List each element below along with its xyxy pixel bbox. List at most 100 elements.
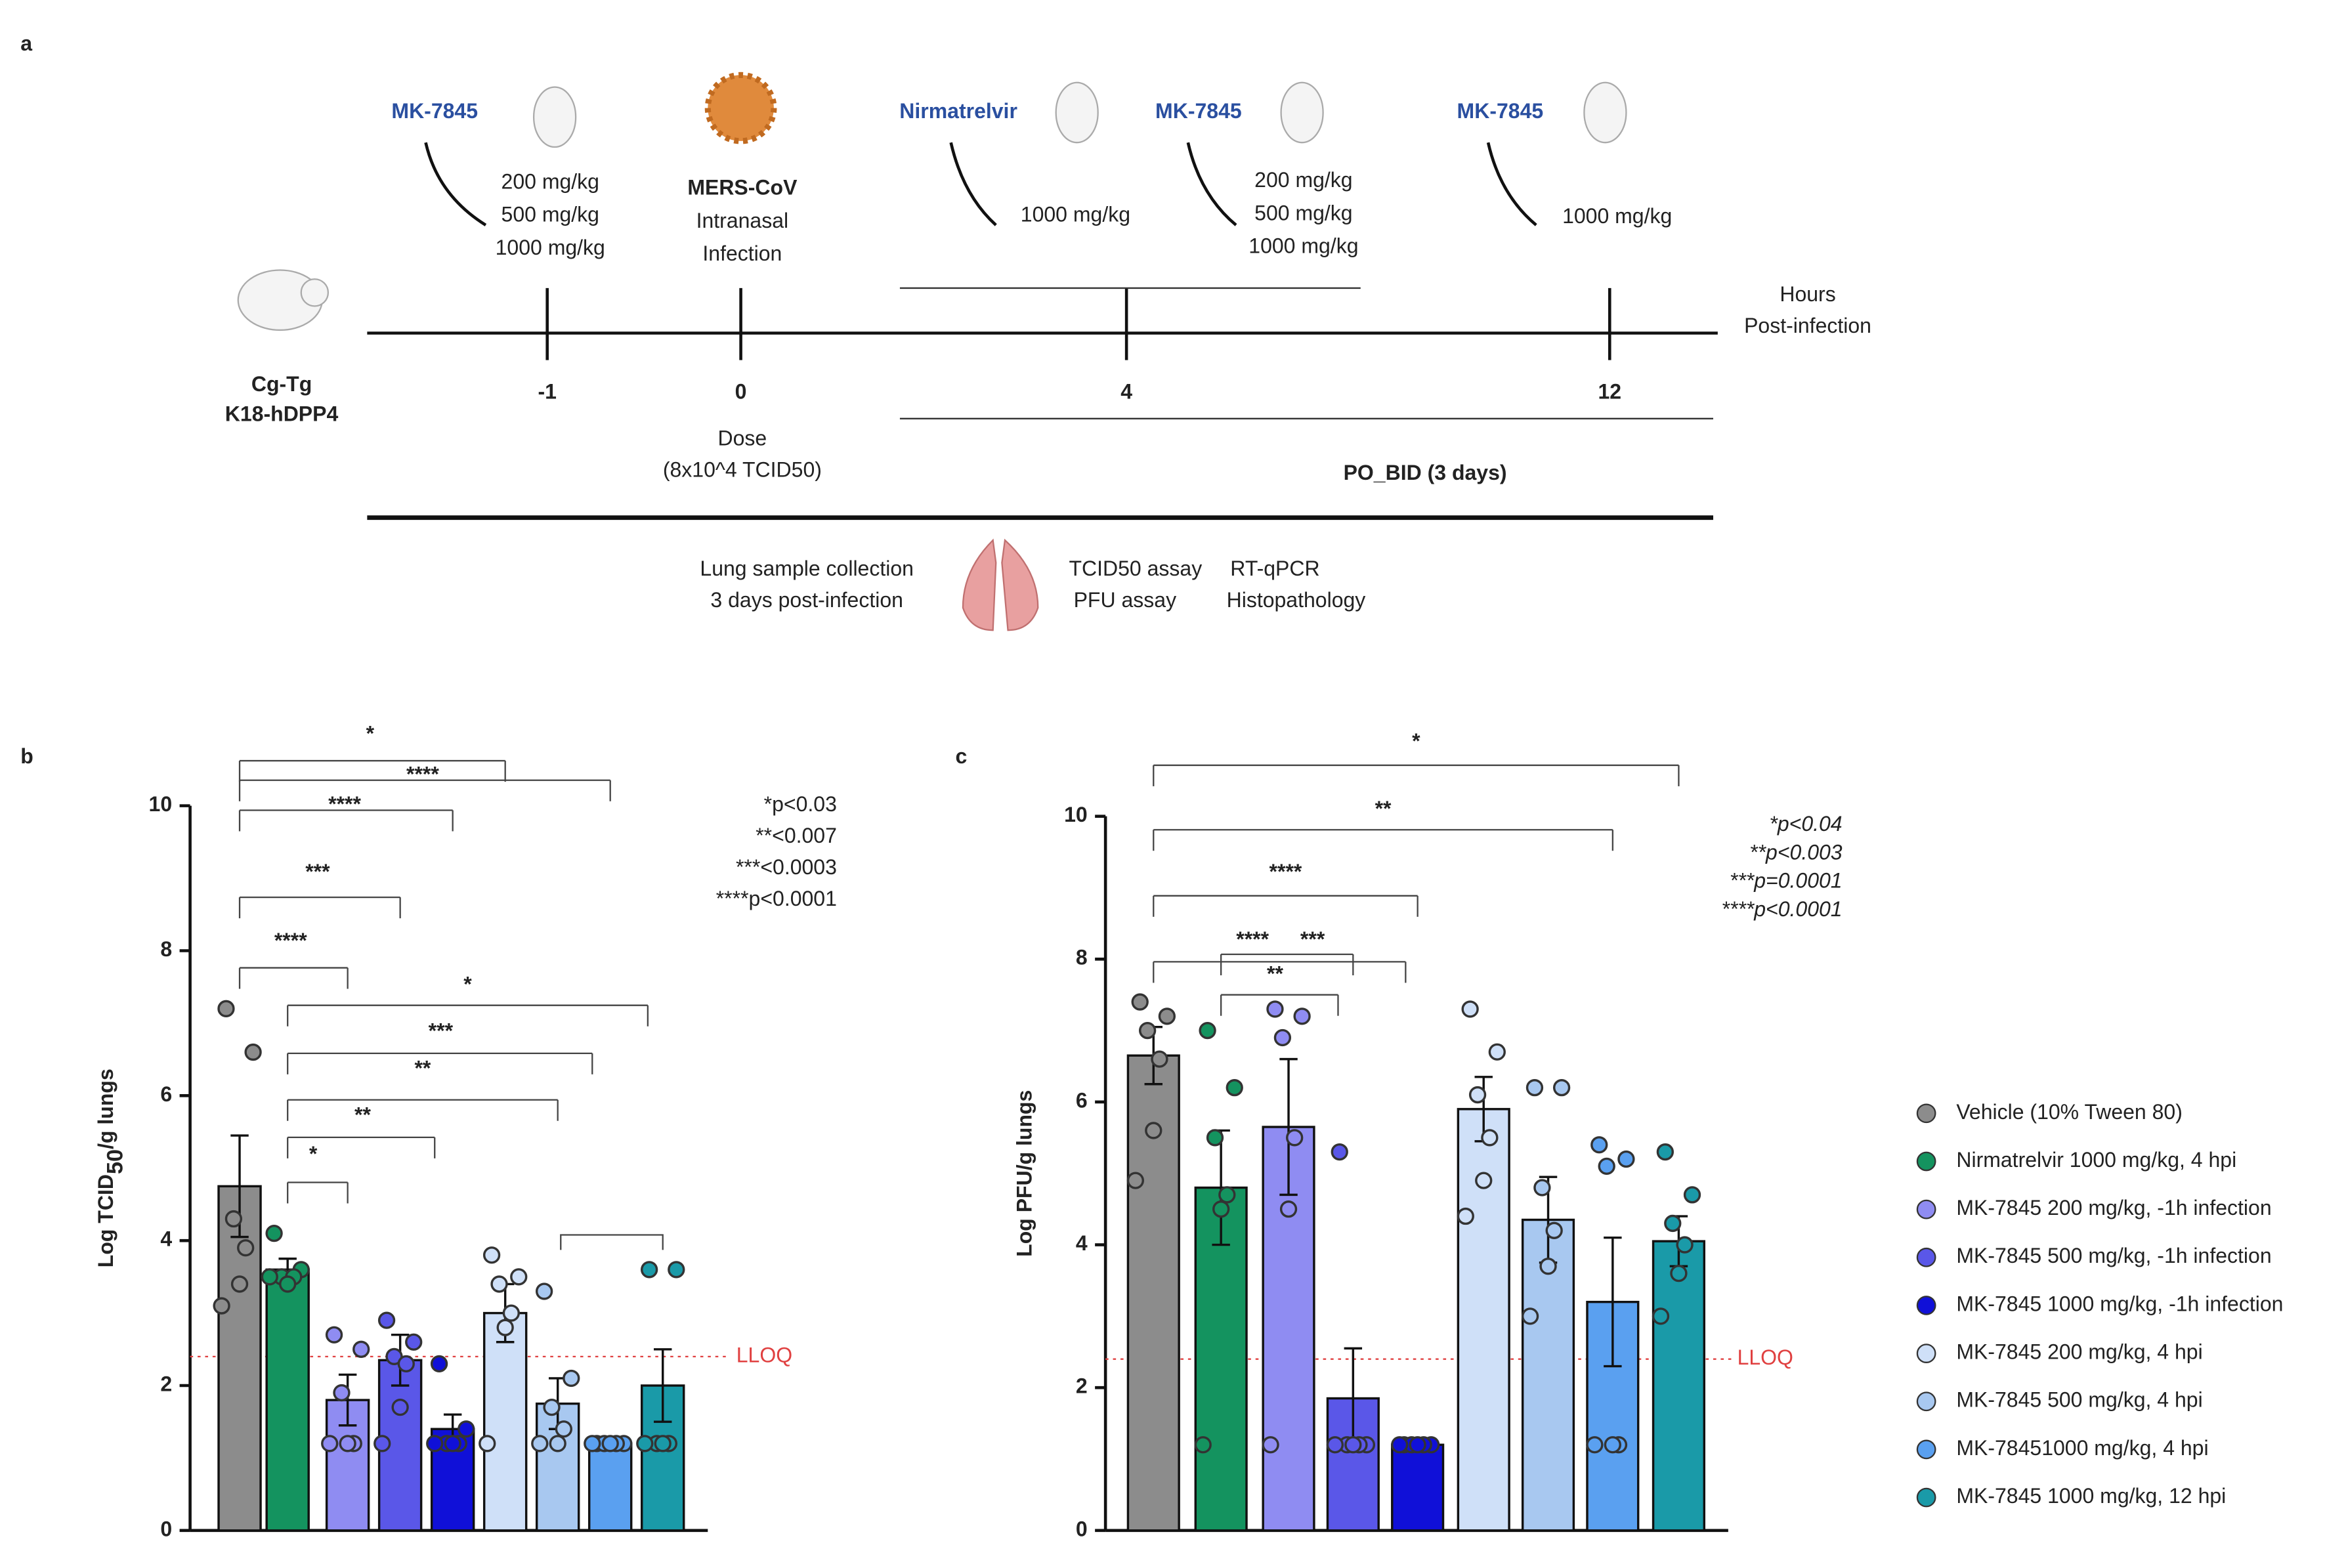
data-point [479, 1435, 496, 1452]
data-point [1218, 1186, 1236, 1204]
data-point [1468, 1086, 1487, 1104]
sig-label: ** [1375, 797, 1392, 820]
pvalue-key: ****p<0.0001 [1721, 897, 1842, 921]
sig-label: * [463, 972, 472, 996]
data-point [1533, 1179, 1551, 1197]
data-point [321, 1435, 339, 1452]
sig-label: *** [1300, 927, 1325, 951]
legend-label: MK-7845 1000 mg/kg, 12 hpi [1956, 1484, 2226, 1508]
label: PFU assay [1074, 588, 1176, 612]
data-point [1457, 1207, 1474, 1225]
pvalue-key: ***p=0.0001 [1730, 869, 1843, 893]
data-point [1226, 1079, 1243, 1097]
data-point [405, 1333, 423, 1351]
y-tick-label: 6 [1076, 1088, 1088, 1112]
lloq-label: LLOQ [1738, 1346, 1793, 1369]
data-point [458, 1420, 475, 1438]
sig-label: *** [429, 1019, 454, 1042]
pvalue-key: *p<0.03 [764, 792, 837, 816]
label: Dose [718, 426, 767, 450]
data-point [377, 1311, 396, 1329]
tick-label: -1 [538, 379, 556, 403]
label: 1000 mg/kg [1248, 234, 1358, 258]
data-point [279, 1275, 297, 1293]
sig-label: ** [354, 1103, 371, 1126]
data-point [654, 1435, 672, 1452]
data-point [1481, 1129, 1499, 1147]
bar [265, 1268, 310, 1532]
data-point [1138, 1021, 1157, 1040]
y-tick-label: 6 [160, 1082, 172, 1106]
data-point [535, 1282, 553, 1300]
data-point [444, 1435, 461, 1452]
label: RT-qPCR [1230, 557, 1319, 580]
data-point [1151, 1050, 1168, 1068]
legend-label: MK-7845 1000 mg/kg, -1h infection [1956, 1292, 2283, 1315]
y-tick-label: 8 [160, 937, 172, 961]
data-point [1670, 1264, 1688, 1282]
label: PO_BID (3 days) [1344, 461, 1507, 484]
y-label-part: 50 [103, 1149, 128, 1174]
data-point [237, 1239, 255, 1257]
label: 500 mg/kg [501, 203, 599, 226]
data-point [1206, 1129, 1224, 1147]
legend-swatch [1916, 1247, 1936, 1267]
label: MERS-CoV [687, 176, 798, 200]
sig-label: * [309, 1142, 318, 1166]
label: 1000 mg/kg [1021, 203, 1130, 226]
label: 200 mg/kg [501, 169, 599, 193]
data-point [265, 1224, 283, 1242]
sig-bracket [560, 1234, 664, 1250]
data-point [502, 1304, 520, 1322]
data-point [339, 1435, 356, 1452]
sig-label: * [1412, 729, 1420, 753]
label: Intranasal [696, 209, 789, 232]
virus-icon [704, 72, 777, 144]
data-point [555, 1420, 572, 1438]
panel-label: c [956, 744, 968, 768]
legend-swatch [1916, 1103, 1936, 1124]
label: Cg-Tg [251, 372, 312, 396]
sig-label: *** [305, 860, 330, 883]
bar [587, 1442, 633, 1532]
data-point [1194, 1436, 1212, 1454]
data-point [1409, 1436, 1426, 1454]
pvalue-key: **<0.007 [756, 824, 837, 847]
legend-label: MK-7845 200 mg/kg, 4 hpi [1956, 1340, 2202, 1364]
sig-label: **** [274, 929, 307, 952]
data-point [1604, 1436, 1621, 1454]
label: TCID50 assay [1069, 557, 1202, 580]
data-point [1331, 1143, 1348, 1161]
data-point [636, 1435, 654, 1452]
data-point [490, 1275, 508, 1293]
data-point [391, 1398, 409, 1416]
data-point [1158, 1007, 1176, 1025]
data-point [531, 1435, 549, 1452]
data-point [563, 1369, 580, 1388]
pvalue-key: ****p<0.0001 [716, 887, 837, 910]
pvalue-key: **p<0.003 [1749, 840, 1843, 864]
tick-label: 12 [1598, 379, 1621, 403]
legend-swatch [1916, 1391, 1936, 1412]
panel-label: a [20, 32, 32, 55]
legend-label: MK-7845 500 mg/kg, 4 hpi [1956, 1388, 2202, 1412]
label: MK-7845 [1155, 99, 1242, 123]
panel-label: b [20, 744, 33, 768]
legend-swatch [1916, 1487, 1936, 1508]
legend-label: MK-7845 500 mg/kg, -1h infection [1956, 1244, 2271, 1267]
data-point [373, 1435, 391, 1452]
data-point [213, 1297, 230, 1315]
mouse-icons [237, 81, 1627, 331]
y-tick-label: 4 [160, 1227, 172, 1251]
sig-label: * [366, 722, 375, 746]
y-tick-label: 10 [149, 792, 173, 816]
data-point [584, 1435, 601, 1452]
legend-label: MK-78451000 mg/kg, 4 hpi [1956, 1436, 2208, 1460]
bar [1391, 1443, 1445, 1532]
pvalue-key: ***<0.0003 [736, 855, 837, 879]
data-point [1590, 1136, 1608, 1154]
data-point [430, 1355, 448, 1373]
sig-label: ** [1267, 962, 1283, 985]
data-point [261, 1268, 278, 1286]
